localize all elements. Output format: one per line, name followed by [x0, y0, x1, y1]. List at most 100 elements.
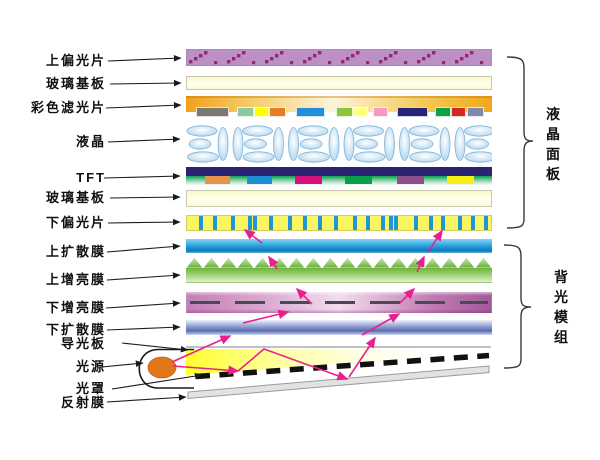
lc-molecule: [186, 125, 218, 137]
polarizer-stripe: [334, 216, 338, 230]
color-filter-chip: [373, 107, 388, 117]
polarizer-stripe: [389, 216, 393, 230]
tft-chip: [345, 176, 372, 184]
polarizer-stripe: [414, 216, 418, 230]
prism-triangle: [253, 257, 272, 268]
label-upper-brightness-film: 上增亮膜: [45, 272, 106, 287]
prism-triangle: [186, 257, 204, 268]
tft-chip: [447, 176, 474, 184]
polarizer-stripe: [248, 216, 252, 230]
lc-molecule: [232, 127, 244, 161]
lower-bef-dashes: [190, 301, 488, 304]
lc-molecule: [408, 125, 440, 137]
lc-molecule: [353, 151, 386, 163]
layer-tft: [186, 167, 492, 185]
polarizer-stripe: [231, 216, 235, 230]
lc-molecule: [343, 127, 355, 161]
layer-glass-substrate-bottom: [186, 190, 492, 207]
lc-molecule: [464, 125, 492, 137]
color-filter-chip: [296, 107, 325, 117]
lc-molecule: [384, 127, 395, 161]
label-upper-diffuser: 上扩散膜: [45, 244, 106, 259]
layer-color-filter: [186, 96, 492, 117]
polarizer-stripe: [484, 216, 488, 230]
polarizer-stripe: [213, 216, 217, 230]
layer-upper-brightness-film: [186, 268, 492, 283]
color-filter-chip: [254, 107, 269, 117]
tft-chip: [205, 176, 230, 184]
prism-triangle: [457, 257, 476, 268]
polarizer-stripe: [366, 216, 370, 230]
lc-molecule: [242, 125, 273, 137]
polarizer-stripe: [429, 216, 433, 230]
label-lamp-cover: 光罩: [75, 381, 106, 396]
polarizer-stripe: [303, 216, 307, 230]
lc-molecule: [353, 125, 384, 137]
lc-molecule: [273, 127, 284, 161]
color-filter-chip: [451, 107, 466, 117]
lc-molecule: [288, 127, 299, 161]
tft-navy-strip: [186, 167, 492, 176]
tft-green-strip: [186, 176, 492, 185]
lc-molecule: [328, 127, 340, 161]
layer-lower-polarizer: [186, 215, 492, 231]
label-light-source: 光源: [75, 359, 106, 374]
layer-lower-brightness-film: [186, 292, 492, 313]
prism-triangle: [219, 257, 238, 268]
lc-molecule: [298, 151, 330, 163]
light-guide-plate: [186, 346, 491, 380]
polarizer-stripe: [318, 216, 322, 230]
color-filter-chip: [435, 107, 451, 117]
lc-molecule: [188, 138, 212, 150]
lc-molecule: [297, 125, 329, 137]
lc-molecule: [242, 151, 275, 163]
group-label-lcd-panel: 液晶面板: [546, 106, 560, 182]
prism-triangle: [270, 257, 289, 268]
polarizer-stripe: [253, 216, 257, 230]
lc-molecule: [355, 138, 378, 150]
label-liquid-crystal: 液晶: [75, 134, 106, 149]
polarizer-stripe: [199, 216, 203, 230]
lc-molecule: [299, 138, 323, 150]
upper-bef-prisms: [186, 257, 492, 268]
tft-chip: [295, 176, 322, 184]
tft-chip: [247, 176, 272, 184]
polarizer-stripe: [269, 216, 273, 230]
color-filter-chip: [237, 107, 254, 117]
reflector-sheet: [187, 365, 490, 400]
brace-lcd-panel: [506, 56, 534, 229]
prism-triangle: [236, 257, 255, 268]
polarizer-stripe: [458, 216, 462, 230]
label-lower-brightness-film: 下增亮膜: [45, 300, 106, 315]
lc-molecule: [454, 127, 466, 161]
color-filter-chip: [269, 107, 286, 117]
prism-triangle: [389, 257, 408, 268]
light-guide-dotted-bottom: [195, 352, 490, 380]
lc-molecule: [244, 138, 267, 150]
lc-molecule: [466, 138, 489, 150]
polarizer-stripe: [394, 216, 398, 230]
color-filter-chip: [467, 107, 484, 117]
polarizer-stripe: [471, 216, 475, 230]
lc-molecule: [439, 127, 451, 161]
prism-triangle: [304, 257, 323, 268]
layer-upper-diffuser: [186, 239, 492, 253]
label-upper-polarizer: 上偏光片: [45, 53, 106, 68]
label-color-filter: 彩色滤光片: [30, 100, 106, 115]
prism-triangle: [406, 257, 425, 268]
polarizer-stripe: [381, 216, 385, 230]
color-filter-chip: [397, 107, 428, 117]
color-filter-chip: [336, 107, 353, 117]
label-tft: TFT: [76, 170, 106, 185]
lc-molecule: [187, 151, 219, 163]
prism-triangle: [372, 257, 391, 268]
prism-triangle: [355, 257, 374, 268]
lamp-cover-shape: [138, 348, 194, 389]
layer-glass-substrate-top: [186, 76, 492, 90]
lc-molecule: [399, 127, 410, 161]
color-filter-chip: [353, 107, 368, 117]
prism-triangle: [202, 257, 221, 268]
layer-liquid-crystal: [186, 125, 492, 163]
lc-molecule: [410, 138, 434, 150]
prism-triangle: [474, 257, 492, 268]
